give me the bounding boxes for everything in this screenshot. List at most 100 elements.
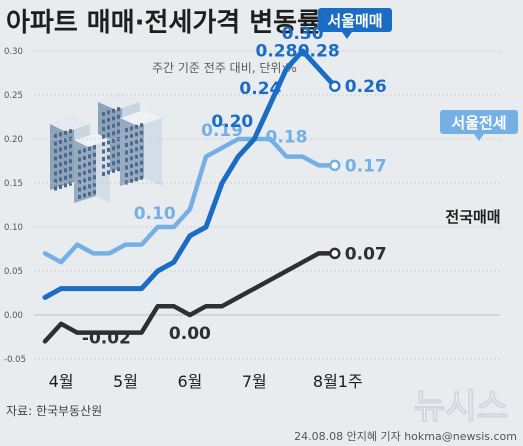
building-window [83, 170, 86, 175]
building-window [78, 150, 81, 154]
building-window [54, 141, 57, 146]
building-window [102, 157, 105, 161]
building-window [140, 153, 143, 158]
building-window [130, 156, 133, 161]
watermark-text: 뉴시스 [414, 387, 508, 427]
series-end-marker [329, 80, 341, 92]
building-window [117, 122, 120, 127]
data-label: 0.00 [169, 324, 211, 344]
building-window [112, 146, 115, 151]
building-window [117, 167, 120, 172]
building-window [102, 134, 105, 139]
series-name-box [440, 110, 518, 134]
building-window [102, 119, 105, 124]
building-window [130, 178, 133, 183]
building-window [130, 171, 133, 176]
building-window [78, 157, 81, 162]
source-text: 자료: 한국부동산원 [6, 404, 102, 418]
data-label: 0.10 [134, 204, 176, 224]
building-window [107, 140, 110, 145]
building-window [54, 179, 57, 183]
chart-title: 아파트 매매·전세가격 변동률 [6, 8, 321, 38]
building-window [112, 123, 115, 128]
x-tick-label: 5월 [113, 372, 138, 391]
building-window [102, 149, 105, 154]
data-labels: 0.240.280.300.280.260.100.19 0.180.17-0.0… [82, 24, 387, 349]
data-label: 0.24 [239, 79, 281, 99]
y-tick-label: 0.15 [4, 179, 23, 189]
building-window [83, 163, 86, 168]
building-window [140, 130, 143, 135]
data-label: 0.07 [345, 244, 387, 264]
data-label: 0.20 [211, 112, 253, 132]
building-window [102, 142, 105, 146]
building-window [130, 148, 133, 153]
building-window [69, 174, 72, 179]
building-window [102, 127, 105, 131]
series-line-2 [42, 251, 338, 344]
building-window [125, 158, 128, 162]
x-tick-label: 4월 [49, 372, 74, 391]
data-label: 0.28 [298, 42, 340, 62]
building-window [93, 175, 96, 180]
building-window [112, 161, 115, 166]
chart-subtitle: 주간 기준 전주 대비, 단위:% [152, 61, 297, 75]
series-name-pointer [474, 134, 484, 141]
building-window [78, 172, 81, 177]
series-name-box [318, 8, 392, 32]
building-window [93, 167, 96, 172]
apartment-buildings-icon [50, 94, 162, 203]
building-window [88, 191, 91, 196]
building-window [135, 132, 138, 137]
building-window [54, 149, 57, 153]
building-window [125, 143, 128, 147]
building-window [117, 144, 120, 149]
building-window [140, 138, 143, 143]
building-window [64, 183, 67, 188]
building-window [102, 172, 105, 176]
building-window [107, 117, 110, 122]
building-window [88, 176, 91, 181]
building-window [93, 145, 96, 150]
series-name-label: 전국매매 [445, 208, 500, 226]
building-window [69, 166, 72, 171]
building-window [130, 141, 133, 146]
building-window [64, 168, 67, 173]
building-window [140, 145, 143, 150]
y-tick-label: 0.30 [4, 47, 23, 57]
building-window [125, 173, 128, 177]
building-window [93, 152, 96, 157]
building-window [59, 184, 62, 189]
building-window [59, 169, 62, 174]
building-windows [54, 107, 143, 199]
building-window [88, 154, 91, 159]
building-window [125, 180, 128, 185]
y-tick-label: 0.25 [4, 91, 23, 101]
building-window [78, 165, 81, 169]
building-window [93, 182, 96, 187]
building-window [64, 130, 67, 135]
building-window [69, 159, 72, 164]
building-window [78, 180, 81, 184]
x-tick-label: 6월 [177, 372, 202, 391]
building-window [64, 138, 67, 143]
building-window [69, 151, 72, 156]
building-window [54, 164, 57, 168]
data-label: 0.28 [256, 42, 298, 62]
building-window [69, 181, 72, 186]
building-window [102, 112, 105, 116]
building-window [54, 186, 57, 191]
building-window [135, 177, 138, 182]
building-window [107, 125, 110, 130]
building-window [59, 162, 62, 167]
building-window [107, 132, 110, 137]
data-label: 0.18 [266, 128, 308, 148]
data-label: 0.19 [201, 121, 243, 141]
building-window [88, 146, 91, 151]
building-window [93, 190, 96, 195]
building-window [140, 168, 143, 173]
building-window [54, 171, 57, 176]
x-tick-label: 8월1주 [313, 372, 363, 391]
y-tick-label: -0.05 [4, 355, 26, 365]
